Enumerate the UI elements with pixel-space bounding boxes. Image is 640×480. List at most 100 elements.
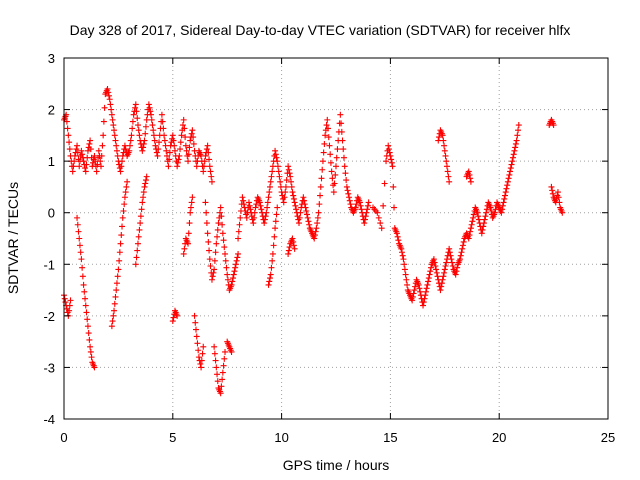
data-point <box>243 214 250 221</box>
data-point <box>205 149 212 156</box>
data-point <box>208 178 215 185</box>
data-point <box>320 149 327 156</box>
data-point <box>504 182 511 189</box>
data-point <box>434 273 441 280</box>
data-point <box>174 159 181 166</box>
data-point <box>219 376 226 383</box>
data-point <box>272 151 279 158</box>
data-point <box>212 249 219 256</box>
data-point <box>214 378 221 385</box>
data-point <box>174 163 181 170</box>
data-point <box>199 350 206 357</box>
data-point <box>470 214 477 221</box>
data-point <box>134 122 141 129</box>
data-point <box>323 122 330 129</box>
data-point <box>293 206 300 213</box>
data-point <box>120 207 127 214</box>
data-point <box>142 130 149 137</box>
data-point <box>401 261 408 268</box>
data-point <box>442 263 449 270</box>
data-point <box>77 249 84 256</box>
data-point <box>511 147 518 154</box>
data-point <box>135 233 142 240</box>
data-point <box>378 225 385 232</box>
data-point <box>177 146 184 153</box>
data-point <box>115 266 122 273</box>
data-point <box>237 214 244 221</box>
data-point <box>423 285 430 292</box>
data-point <box>271 233 278 240</box>
data-point <box>454 264 461 271</box>
data-point <box>183 147 190 154</box>
data-point <box>193 163 200 170</box>
data-point <box>113 280 120 287</box>
data-point <box>321 140 328 147</box>
data-point <box>458 249 465 256</box>
data-point <box>288 178 295 185</box>
data-point <box>130 111 137 118</box>
data-point <box>224 276 231 283</box>
data-point <box>105 92 112 99</box>
data-point <box>180 116 187 123</box>
data-point <box>290 195 297 202</box>
data-point <box>416 285 423 292</box>
data-point <box>441 266 448 273</box>
data-point <box>140 194 147 201</box>
data-point <box>208 276 215 283</box>
data-point <box>283 177 290 184</box>
x-tick-label: 20 <box>492 430 506 445</box>
data-point <box>127 137 134 144</box>
data-point <box>190 140 197 147</box>
data-point <box>277 183 284 190</box>
data-point <box>117 240 124 247</box>
data-point <box>80 281 87 288</box>
data-point <box>203 220 210 227</box>
data-point <box>498 209 505 216</box>
data-point <box>148 111 155 118</box>
data-point <box>83 161 90 168</box>
data-point <box>97 163 104 170</box>
data-point <box>265 281 272 288</box>
data-point <box>88 354 95 361</box>
data-point <box>554 189 561 196</box>
data-point <box>84 323 91 330</box>
data-point <box>85 330 92 337</box>
data-point <box>318 175 325 182</box>
data-point <box>87 146 94 153</box>
data-point <box>221 355 228 362</box>
data-point <box>327 159 334 166</box>
data-point <box>398 245 405 252</box>
data-point <box>240 201 247 208</box>
data-point <box>411 287 418 294</box>
data-point <box>453 268 460 275</box>
data-point <box>204 142 211 149</box>
data-point <box>433 269 440 276</box>
data-point <box>129 118 136 125</box>
data-point <box>121 194 128 201</box>
y-tick-label: 1 <box>48 154 55 169</box>
data-point <box>171 147 178 154</box>
data-point <box>232 264 239 271</box>
data-point <box>261 216 268 223</box>
data-point <box>515 127 522 134</box>
data-point <box>126 147 133 154</box>
data-point <box>215 220 222 227</box>
data-point <box>86 336 93 343</box>
data-point <box>290 238 297 245</box>
data-point <box>465 168 472 175</box>
data-point <box>499 202 506 209</box>
data-point <box>422 292 429 299</box>
data-point <box>222 257 229 264</box>
data-point <box>333 154 340 161</box>
data-point <box>280 199 287 206</box>
data-point <box>347 201 354 208</box>
data-point <box>216 209 223 216</box>
data-point <box>291 199 298 206</box>
data-point <box>195 347 202 354</box>
data-point <box>334 146 341 153</box>
data-point <box>112 137 119 144</box>
data-point <box>150 132 157 139</box>
data-point <box>93 168 100 175</box>
data-point <box>483 209 490 216</box>
data-point <box>467 225 474 232</box>
